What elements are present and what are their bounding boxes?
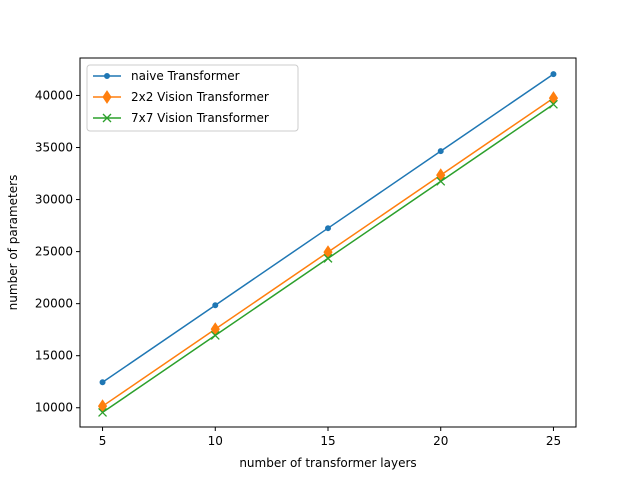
x-tick-label: 5 [99,434,107,448]
series-3 [98,99,558,417]
legend-item: 2x2 Vision Transformer [93,90,269,104]
data-point [325,225,331,232]
y-tick-label: 25000 [35,245,73,259]
data-point [550,71,557,78]
x-tick-label: 10 [208,434,223,448]
data-point [210,330,220,340]
y-tick-label: 35000 [35,141,73,155]
series-2 [97,91,559,414]
legend: naive Transformer 2x2 Vision Transformer 7… [86,64,299,132]
y-axis-label: number of parameters [6,175,20,311]
x-tick-label: 20 [433,434,448,448]
x-axis-ticks: 5 10 15 20 25 [99,427,561,448]
series-1 [99,71,557,386]
data-point [98,407,108,417]
x-axis-label: number of transformer layers [239,456,416,470]
x-tick-label: 15 [320,434,335,448]
legend-marker [104,73,110,79]
legend-item: 7x7 Vision Transformer [93,111,269,125]
data-point [436,176,446,186]
legend-item: naive Transformer [93,69,240,83]
y-tick-label: 20000 [35,297,73,311]
legend-marker [102,90,112,104]
x-tick-label: 25 [546,434,561,448]
plot-frame [79,57,577,428]
legend-marker [102,113,112,123]
y-tick-label: 40000 [35,88,73,102]
plot-series [97,71,559,417]
y-tick-label: 15000 [35,349,73,363]
data-point [437,148,444,155]
legend-frame [86,64,299,132]
legend-label: 2x2 Vision Transformer [131,90,269,104]
legend-label: 7x7 Vision Transformer [131,111,269,125]
data-point [99,379,106,386]
y-tick-label: 10000 [35,401,73,415]
data-point [212,302,219,309]
y-axis-ticks: 10000 15000 20000 25000 30000 35000 40000 [35,88,80,415]
data-point [548,99,558,109]
y-tick-label: 30000 [35,193,73,207]
legend-label: naive Transformer [131,69,240,83]
data-point [323,253,333,263]
